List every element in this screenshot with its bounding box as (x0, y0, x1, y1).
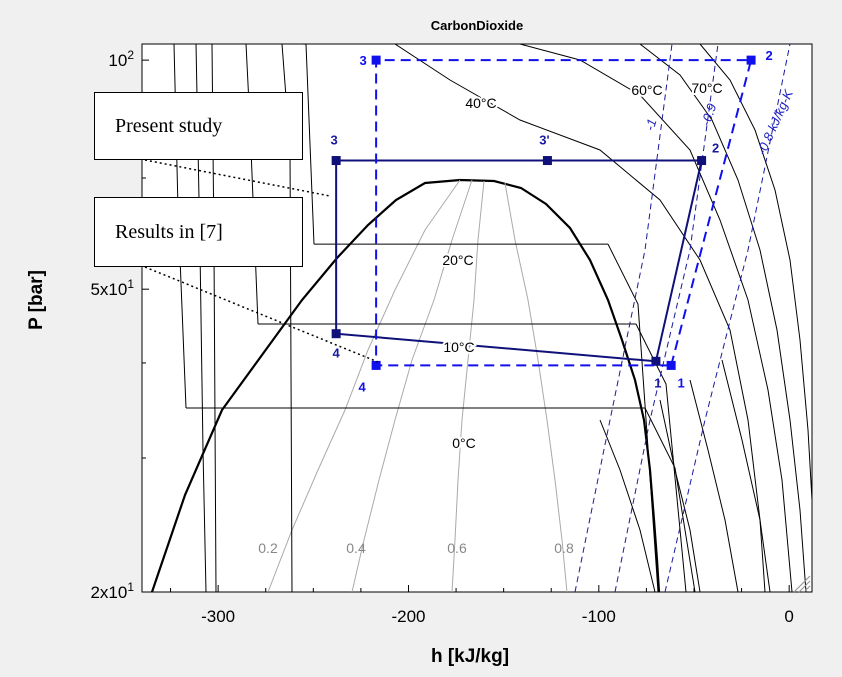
vapor-isotherm-0 (599, 419, 656, 592)
y-axis-label: P [bar] (26, 270, 47, 330)
cycle-line-0 (335, 159, 703, 363)
state-point-0-1 (697, 156, 707, 166)
vapor-isotherm-1 (659, 399, 701, 592)
supercritical-isotherm-0 (394, 44, 766, 592)
isotherm-label-0: 0°C (452, 435, 476, 451)
state-point-0-2 (542, 156, 552, 166)
state-point-1-1 (746, 55, 756, 65)
annotation-present-study: Present study (94, 92, 303, 160)
state-point-0-0 (651, 356, 661, 366)
state-label-0-2: 3' (539, 133, 549, 148)
quality-label-1: 0.4 (346, 540, 366, 556)
x-tick-label-3: 0 (784, 607, 793, 626)
isotherm-label-2: 20°C (442, 252, 473, 268)
state-point-1-0 (666, 360, 676, 370)
vapor-isotherm-3 (721, 359, 771, 592)
resize-grip-icon[interactable] (793, 575, 811, 593)
state-point-0-3 (331, 156, 341, 166)
state-label-1-2: 3 (360, 53, 367, 68)
cycle-series: 1 2 3' 3 4 1 2 3 4 (331, 48, 773, 394)
chart-title: CarbonDioxide (431, 18, 523, 33)
state-label-0-4: 4 (333, 346, 341, 361)
x-axis-label: h [kJ/kg] (431, 646, 509, 667)
x-tick-label-2: -100 (582, 607, 616, 626)
state-label-1-1: 2 (765, 48, 772, 63)
annotation-results-7-label: Results in [7] (115, 221, 223, 243)
supercritical-isotherm-2 (639, 44, 807, 592)
quality-line-1 (267, 179, 461, 592)
y-tick-label-1: 5x101 (90, 277, 134, 299)
isentrope-2 (664, 44, 791, 592)
isentrope-1 (614, 44, 719, 592)
quality-line-2 (351, 179, 473, 592)
quality-label-0: 0.2 (258, 540, 278, 556)
state-label-0-1: 2 (712, 141, 719, 156)
entropy-label-0: -1 (642, 117, 660, 133)
x-tick-label-0: -300 (201, 607, 235, 626)
state-point-1-3 (371, 360, 381, 370)
quality-label-2: 0.6 (447, 540, 467, 556)
isotherm-label-3: 40°C (465, 95, 496, 111)
y-tick-label-0: 2x101 (90, 580, 134, 602)
annotation-present-study-label: Present study (115, 115, 223, 137)
state-label-1-0: 1 (678, 375, 685, 390)
vapor-isotherm-2 (689, 379, 739, 592)
supercritical-isotherm-3 (699, 44, 812, 501)
y-tick-label-2: 102 (108, 48, 134, 70)
state-point-1-2 (371, 55, 381, 65)
state-label-0-0: 1 (654, 375, 661, 390)
entropy-label-1: -0.9 (698, 102, 719, 128)
isotherm-vapor-1 (635, 323, 687, 592)
isotherm-label-4: 60°C (631, 82, 662, 98)
quality-line-3 (451, 180, 485, 592)
supercritical-isotherm-1 (519, 44, 793, 592)
x-tick-label-1: -200 (391, 607, 425, 626)
quality-line-4 (504, 182, 568, 592)
isotherm-vapor-2 (607, 243, 659, 592)
state-label-0-3: 3 (331, 133, 338, 148)
state-label-1-3: 4 (359, 379, 367, 394)
quality-label-3: 0.8 (554, 540, 574, 556)
annotation-results-7: Results in [7] (94, 197, 303, 267)
state-point-0-4 (331, 329, 341, 339)
isentrope-0 (574, 44, 673, 592)
isotherm-label-1: 10°C (443, 339, 474, 355)
isotherm-label-5: 70°C (691, 80, 722, 96)
